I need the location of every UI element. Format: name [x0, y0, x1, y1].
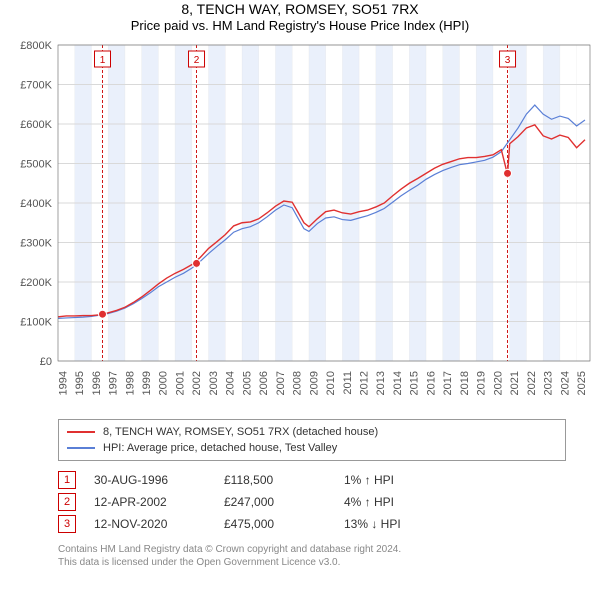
- svg-text:2009: 2009: [308, 371, 320, 395]
- svg-text:2023: 2023: [543, 371, 555, 395]
- footer-line2: This data is licensed under the Open Gov…: [58, 556, 600, 569]
- legend-item-paid: 8, TENCH WAY, ROMSEY, SO51 7RX (detached…: [67, 424, 557, 440]
- svg-text:2024: 2024: [559, 371, 571, 395]
- svg-text:2015: 2015: [409, 371, 421, 395]
- svg-text:2018: 2018: [459, 371, 471, 395]
- attribution-footer: Contains HM Land Registry data © Crown c…: [58, 543, 600, 569]
- svg-text:2003: 2003: [208, 371, 220, 395]
- svg-text:£0: £0: [40, 356, 52, 368]
- transaction-hpi: 13% ↓ HPI: [344, 517, 464, 531]
- svg-text:£800K: £800K: [20, 40, 52, 52]
- svg-text:2004: 2004: [225, 371, 237, 395]
- svg-text:2006: 2006: [258, 371, 270, 395]
- transaction-marker: 3: [58, 515, 76, 533]
- price-vs-hpi-chart: £0 £100K £200K £300K £400K £500K £600K £700K £80…: [0, 39, 600, 419]
- svg-text:1994: 1994: [57, 371, 69, 395]
- svg-text:2021: 2021: [509, 371, 521, 395]
- svg-text:£200K: £200K: [20, 277, 52, 289]
- svg-text:1997: 1997: [108, 371, 120, 395]
- svg-text:1999: 1999: [141, 371, 153, 395]
- legend-swatch-paid: [67, 431, 95, 433]
- svg-text:2010: 2010: [325, 371, 337, 395]
- svg-text:2012: 2012: [358, 371, 370, 395]
- legend-item-hpi: HPI: Average price, detached house, Test…: [67, 440, 557, 456]
- svg-text:£700K: £700K: [20, 80, 52, 92]
- legend-label-hpi: HPI: Average price, detached house, Test…: [103, 442, 337, 454]
- svg-text:£100K: £100K: [20, 317, 52, 329]
- transaction-hpi: 1% ↑ HPI: [344, 473, 464, 487]
- svg-text:2001: 2001: [174, 371, 186, 395]
- svg-text:1: 1: [100, 55, 106, 66]
- svg-text:2016: 2016: [425, 371, 437, 395]
- svg-text:2002: 2002: [191, 371, 203, 395]
- svg-text:£600K: £600K: [20, 119, 52, 131]
- svg-text:2000: 2000: [158, 371, 170, 395]
- svg-text:2007: 2007: [275, 371, 287, 395]
- svg-text:2005: 2005: [241, 371, 253, 395]
- svg-text:£400K: £400K: [20, 198, 52, 210]
- svg-text:2020: 2020: [492, 371, 504, 395]
- chart-title: 8, TENCH WAY, ROMSEY, SO51 7RX: [0, 0, 600, 18]
- footer-line1: Contains HM Land Registry data © Crown c…: [58, 543, 600, 556]
- svg-text:2019: 2019: [476, 371, 488, 395]
- svg-text:1996: 1996: [91, 371, 103, 395]
- legend-swatch-hpi: [67, 447, 95, 449]
- svg-text:1995: 1995: [74, 371, 86, 395]
- chart-subtitle: Price paid vs. HM Land Registry's House …: [0, 18, 600, 33]
- legend: 8, TENCH WAY, ROMSEY, SO51 7RX (detached…: [58, 419, 566, 461]
- transaction-hpi: 4% ↑ HPI: [344, 495, 464, 509]
- svg-text:2017: 2017: [442, 371, 454, 395]
- transaction-date: 12-NOV-2020: [94, 517, 224, 531]
- svg-text:£300K: £300K: [20, 238, 52, 250]
- svg-text:1998: 1998: [124, 371, 136, 395]
- transaction-price: £247,000: [224, 495, 344, 509]
- svg-text:2: 2: [194, 55, 200, 66]
- transaction-row: 1 30-AUG-1996 £118,500 1% ↑ HPI: [58, 469, 600, 491]
- svg-text:2008: 2008: [292, 371, 304, 395]
- transaction-marker: 1: [58, 471, 76, 489]
- transaction-price: £475,000: [224, 517, 344, 531]
- transaction-date: 12-APR-2002: [94, 495, 224, 509]
- svg-text:3: 3: [505, 55, 511, 66]
- transaction-row: 2 12-APR-2002 £247,000 4% ↑ HPI: [58, 491, 600, 513]
- svg-text:2025: 2025: [576, 371, 588, 395]
- svg-text:2014: 2014: [392, 371, 404, 395]
- transaction-date: 30-AUG-1996: [94, 473, 224, 487]
- svg-text:£500K: £500K: [20, 159, 52, 171]
- transaction-row: 3 12-NOV-2020 £475,000 13% ↓ HPI: [58, 513, 600, 535]
- transaction-marker: 2: [58, 493, 76, 511]
- transactions-table: 1 30-AUG-1996 £118,500 1% ↑ HPI 2 12-APR…: [58, 469, 600, 535]
- transaction-price: £118,500: [224, 473, 344, 487]
- svg-text:2011: 2011: [342, 371, 354, 395]
- svg-text:2013: 2013: [375, 371, 387, 395]
- svg-text:2022: 2022: [526, 371, 538, 395]
- legend-label-paid: 8, TENCH WAY, ROMSEY, SO51 7RX (detached…: [103, 426, 378, 438]
